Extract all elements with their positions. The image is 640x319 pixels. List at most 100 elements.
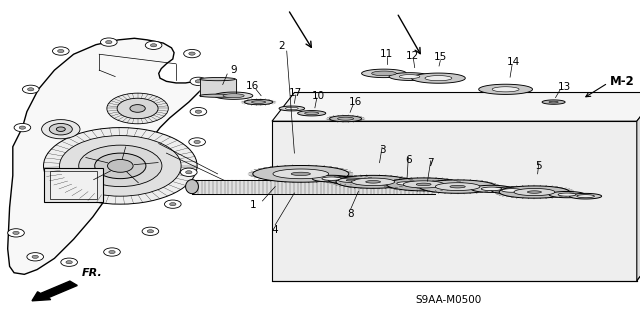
Polygon shape [291, 172, 310, 175]
Polygon shape [285, 107, 298, 110]
Circle shape [106, 41, 112, 44]
Polygon shape [577, 195, 595, 198]
Circle shape [56, 127, 65, 131]
Circle shape [27, 253, 44, 261]
Polygon shape [492, 87, 519, 92]
Text: 2: 2 [278, 41, 285, 51]
Polygon shape [387, 180, 426, 187]
Circle shape [104, 248, 120, 256]
Polygon shape [419, 180, 496, 193]
Circle shape [130, 105, 145, 112]
Polygon shape [372, 71, 396, 76]
Polygon shape [305, 112, 319, 115]
Text: M-2: M-2 [610, 75, 635, 88]
Circle shape [42, 120, 80, 139]
Text: 6: 6 [405, 155, 412, 165]
Circle shape [107, 93, 168, 124]
Polygon shape [399, 75, 420, 78]
Polygon shape [338, 117, 354, 120]
Text: 10: 10 [312, 91, 325, 101]
Text: 14: 14 [508, 57, 520, 67]
Circle shape [19, 126, 26, 129]
Circle shape [195, 80, 202, 83]
Circle shape [194, 140, 200, 144]
Text: 12: 12 [406, 51, 419, 61]
Circle shape [61, 258, 77, 266]
Polygon shape [346, 180, 355, 181]
Polygon shape [416, 183, 431, 186]
Circle shape [190, 77, 207, 85]
Circle shape [145, 41, 162, 49]
Circle shape [44, 128, 197, 204]
Circle shape [108, 160, 133, 172]
Text: 7: 7 [428, 158, 434, 168]
Polygon shape [403, 181, 444, 188]
Polygon shape [502, 189, 522, 192]
Polygon shape [549, 101, 558, 103]
Polygon shape [389, 73, 430, 80]
Polygon shape [339, 178, 363, 182]
Polygon shape [244, 100, 273, 105]
Text: 4: 4 [272, 225, 278, 235]
Polygon shape [322, 177, 341, 180]
Polygon shape [328, 176, 373, 184]
Polygon shape [542, 100, 565, 104]
Circle shape [60, 136, 181, 196]
Circle shape [190, 108, 207, 116]
Polygon shape [214, 92, 253, 99]
Polygon shape [200, 78, 236, 81]
Polygon shape [514, 189, 555, 196]
Circle shape [32, 255, 38, 258]
Circle shape [100, 38, 117, 46]
Polygon shape [8, 38, 204, 274]
Circle shape [8, 229, 24, 237]
Polygon shape [362, 69, 406, 78]
Text: 17: 17 [289, 87, 302, 98]
Text: 8: 8 [348, 209, 354, 219]
Text: 9: 9 [230, 65, 237, 75]
Polygon shape [527, 191, 541, 193]
Circle shape [49, 123, 72, 135]
Circle shape [142, 227, 159, 235]
Circle shape [28, 88, 34, 91]
Polygon shape [387, 178, 461, 191]
Circle shape [66, 261, 72, 264]
Polygon shape [272, 93, 640, 121]
Polygon shape [492, 187, 532, 194]
Polygon shape [252, 101, 266, 103]
Circle shape [109, 250, 115, 254]
Circle shape [117, 98, 158, 119]
Polygon shape [435, 183, 480, 190]
Text: 15: 15 [434, 52, 447, 63]
Polygon shape [336, 175, 410, 188]
Polygon shape [279, 106, 305, 111]
Text: 1: 1 [250, 200, 256, 210]
Circle shape [189, 52, 195, 55]
Circle shape [14, 123, 31, 132]
Circle shape [79, 145, 162, 187]
Polygon shape [549, 191, 585, 198]
FancyBboxPatch shape [50, 171, 97, 199]
Circle shape [180, 168, 197, 176]
Polygon shape [272, 121, 637, 281]
Circle shape [186, 171, 192, 174]
Circle shape [22, 85, 39, 93]
Polygon shape [330, 116, 362, 122]
Text: 3: 3 [380, 145, 386, 155]
Polygon shape [298, 111, 326, 116]
Polygon shape [312, 175, 351, 182]
Polygon shape [558, 193, 576, 196]
Polygon shape [351, 178, 395, 186]
Polygon shape [637, 93, 640, 281]
Polygon shape [425, 76, 452, 81]
Circle shape [95, 153, 146, 179]
Circle shape [13, 231, 19, 234]
Polygon shape [200, 79, 236, 96]
Polygon shape [479, 84, 532, 94]
FancyBboxPatch shape [44, 168, 103, 202]
Polygon shape [499, 186, 570, 198]
Polygon shape [412, 73, 465, 83]
Polygon shape [471, 185, 512, 192]
Circle shape [189, 138, 205, 146]
Polygon shape [186, 180, 198, 194]
